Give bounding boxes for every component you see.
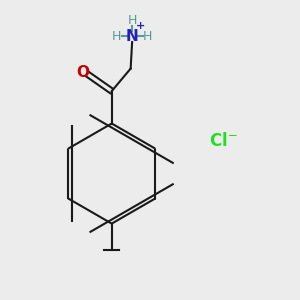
Text: H: H xyxy=(143,30,152,43)
Text: O: O xyxy=(76,65,89,80)
Text: +: + xyxy=(136,21,146,31)
Text: H: H xyxy=(128,14,137,27)
Text: Cl$^{-}$: Cl$^{-}$ xyxy=(209,132,238,150)
Text: H: H xyxy=(112,30,122,43)
Text: N: N xyxy=(126,29,139,44)
